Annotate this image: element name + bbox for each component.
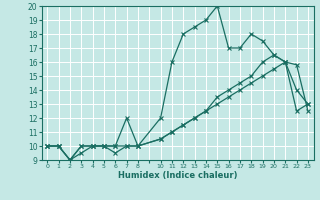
X-axis label: Humidex (Indice chaleur): Humidex (Indice chaleur)	[118, 171, 237, 180]
